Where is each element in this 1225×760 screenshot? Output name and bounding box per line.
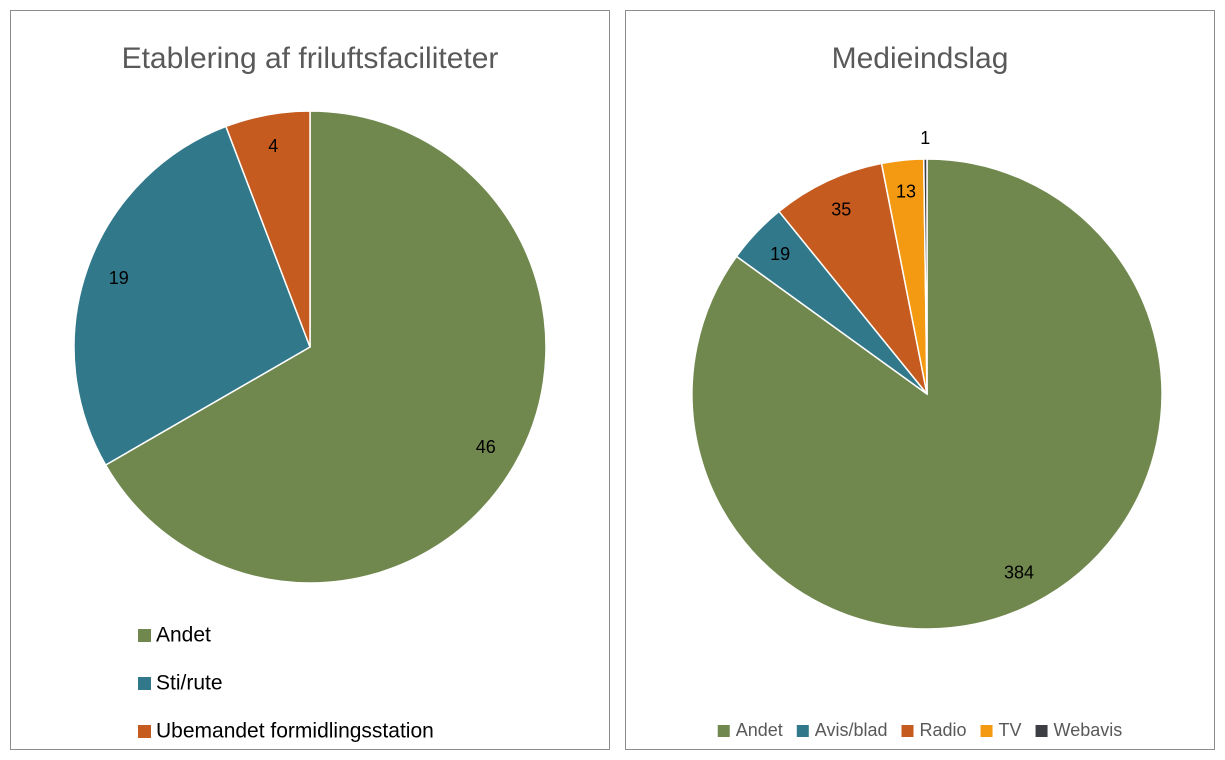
chart-title: Medieindslag [832,42,1009,75]
legend-swatch [138,725,151,738]
pie-slice [922,158,928,395]
legend-swatch [796,725,809,737]
legend-swatch [138,629,151,642]
legend-swatch [1035,725,1048,737]
legend-label: Andet [736,720,783,740]
legend-label: Sti/rute [156,672,223,695]
legend-swatch [717,725,730,737]
legend-label: Radio [920,720,967,740]
legend-label: Andet [156,624,211,647]
data-label: 4 [268,136,278,156]
legend-swatch [980,725,993,737]
legend-label: Ubemandet formidlingsstation [156,720,434,743]
data-label: 19 [109,268,129,288]
legend-label: Avis/blad [815,720,888,740]
data-label: 19 [770,244,790,264]
legend-label: Webavis [1054,720,1123,740]
legend-swatch [901,725,914,737]
data-label: 35 [831,200,851,220]
data-label: 384 [1004,563,1034,583]
legend-label: TV [999,720,1022,740]
chart-title: Etablering af friluftsfaciliteter [122,42,499,75]
legend-swatch [138,677,151,690]
pie-slice [104,110,547,584]
data-label: 13 [896,182,916,202]
pie-slice [777,162,928,395]
pie-slice [73,125,311,467]
pie-slice [224,110,311,348]
data-label: 46 [476,437,496,457]
data-label: 1 [920,128,930,148]
